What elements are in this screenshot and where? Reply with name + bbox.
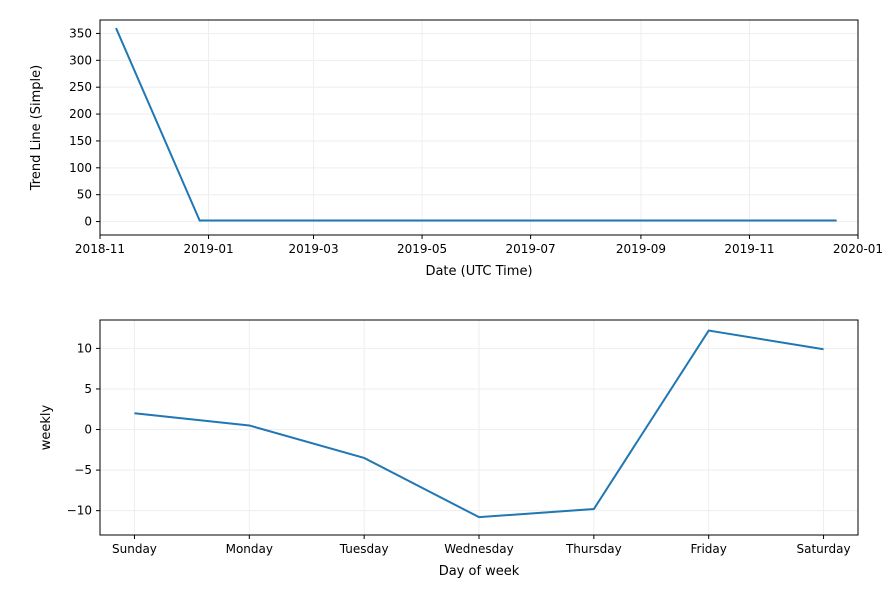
chart-figure: 2018-11 2019-01 2019-03 2019-05 2019-07 2019-… bbox=[0, 0, 887, 590]
bottom-chart-y-tick-label: 5 bbox=[84, 382, 92, 396]
bottom-chart-y-label: weekly bbox=[39, 404, 54, 450]
bottom-chart-y-tick-label: −10 bbox=[67, 504, 92, 518]
top-chart-y-tick-label: 250 bbox=[69, 80, 92, 94]
top-chart-x-tick-label: 2018-11 bbox=[75, 242, 125, 256]
bottom-chart-x-tick-label: Friday bbox=[691, 542, 727, 556]
top-chart-y-tick-label: 200 bbox=[69, 107, 92, 121]
top-chart-x-tick-label: 2019-11 bbox=[724, 242, 774, 256]
top-chart-y-tick-label: 300 bbox=[69, 53, 92, 67]
bottom-chart-y-tick-label: 10 bbox=[77, 341, 92, 355]
top-chart-plot-area bbox=[100, 20, 858, 235]
bottom-chart-y-tick-label: −5 bbox=[74, 463, 92, 477]
top-chart-y-tick-label: 150 bbox=[69, 134, 92, 148]
bottom-chart-x-tick-label: Thursday bbox=[565, 542, 622, 556]
top-chart-x-tick-label: 2019-03 bbox=[288, 242, 338, 256]
top-chart-y-tick-label: 50 bbox=[77, 188, 92, 202]
bottom-chart-x-tick-label: Tuesday bbox=[339, 542, 389, 556]
top-chart-x-label: Date (UTC Time) bbox=[425, 264, 532, 279]
bottom-chart-x-tick-label: Monday bbox=[226, 542, 273, 556]
top-chart-y-label: Trend Line (Simple) bbox=[29, 65, 44, 191]
top-chart-x-tick-label: 2019-01 bbox=[183, 242, 233, 256]
top-chart-y-tick-label: 350 bbox=[69, 26, 92, 40]
top-chart-x-tick-label: 2019-05 bbox=[397, 242, 447, 256]
bottom-chart-x-tick-label: Saturday bbox=[797, 542, 851, 556]
top-chart-x-tick-label: 2019-07 bbox=[506, 242, 556, 256]
top-chart-x-tick-label: 2019-09 bbox=[616, 242, 666, 256]
bottom-chart-y-tick-label: 0 bbox=[84, 423, 92, 437]
bottom-chart-x-tick-label: Wednesday bbox=[444, 542, 513, 556]
top-chart-y-tick-label: 0 bbox=[84, 215, 92, 229]
top-chart-x-tick-label: 2020-01 bbox=[833, 242, 883, 256]
bottom-chart-x-label: Day of week bbox=[439, 564, 520, 579]
top-chart-y-tick-label: 100 bbox=[69, 161, 92, 175]
bottom-chart-x-tick-label: Sunday bbox=[112, 542, 157, 556]
